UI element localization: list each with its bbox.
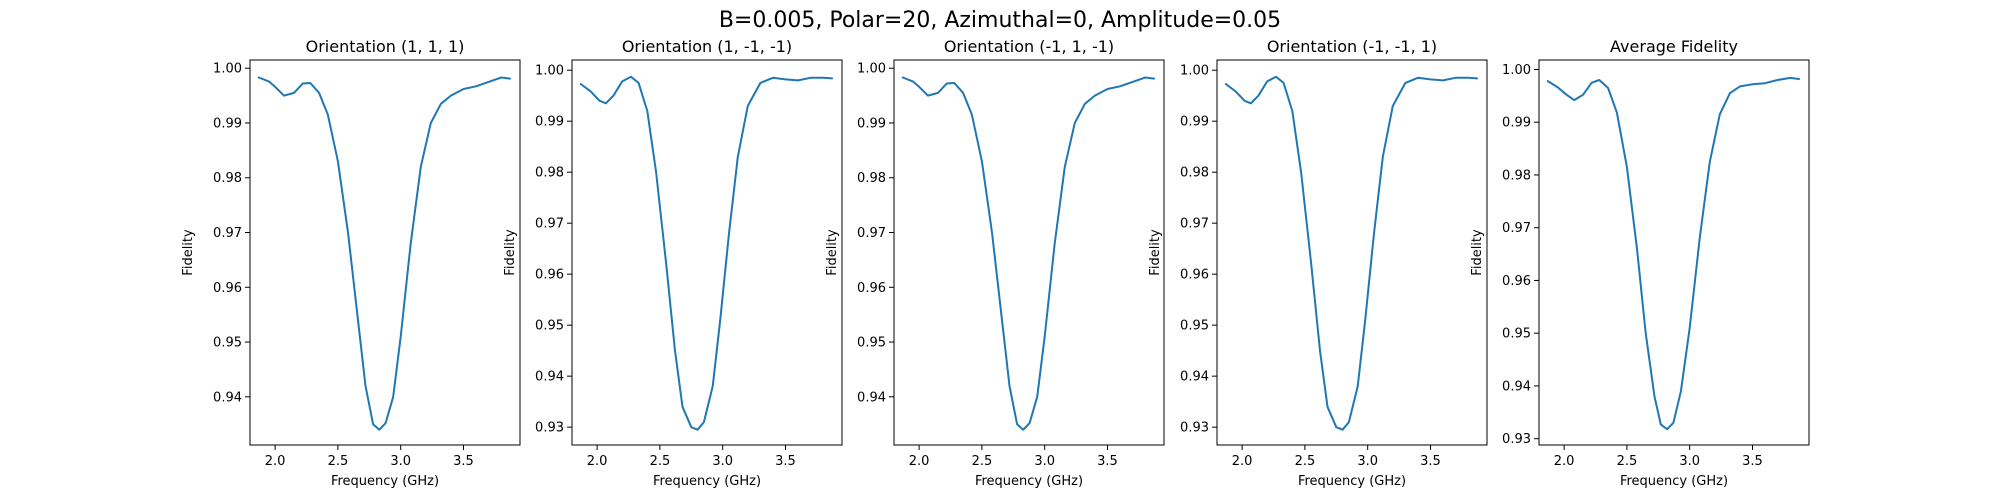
- y-tick-label: 1.00: [535, 64, 564, 79]
- chart-panel-1: Orientation (1, 1, 1) 2.0 2.5 3.0 3.5 0.94 0.9…: [181, 37, 521, 489]
- x-tick-label: 2.5: [1617, 454, 1638, 469]
- chart-panel-3: Orientation (-1, 1, -1) 2.0 2.5 3.0 3.5 0.94 0…: [825, 37, 1165, 489]
- x-axis-label: Frequency (GHz): [331, 474, 439, 489]
- y-tick-label: 0.99: [213, 116, 242, 131]
- fidelity-series-line: [579, 75, 833, 431]
- axes-frame: [893, 59, 1165, 446]
- x-tick-label: 3.0: [1034, 454, 1055, 469]
- x-tick-label: 2.0: [265, 454, 286, 469]
- x-tick-label: 3.0: [390, 454, 411, 469]
- y-tick-label: 0.98: [857, 171, 886, 186]
- y-tick-label: 0.96: [857, 281, 886, 296]
- x-tick-label: 3.5: [453, 454, 474, 469]
- x-tick-label: 2.0: [1554, 454, 1575, 469]
- x-tick-label: 3.5: [1420, 454, 1441, 469]
- x-axis-label: Frequency (GHz): [653, 474, 761, 489]
- fidelity-series-line: [1546, 76, 1800, 431]
- y-tick-label: 0.98: [213, 171, 242, 186]
- y-tick-label: 0.99: [1502, 116, 1531, 131]
- x-tick-label: 3.0: [712, 454, 733, 469]
- panel-title: Orientation (1, 1, 1): [306, 37, 465, 56]
- y-tick-label: 0.95: [857, 336, 886, 351]
- x-tick-label: 3.5: [1742, 454, 1763, 469]
- y-tick-label: 0.97: [213, 226, 242, 241]
- y-tick-label: 0.98: [535, 166, 564, 181]
- y-axis-label: Fidelity: [825, 229, 840, 276]
- axes-frame: [1216, 59, 1488, 446]
- y-axis-label: Fidelity: [1148, 229, 1163, 276]
- y-axis-label: Fidelity: [503, 229, 518, 276]
- y-tick-label: 0.94: [1180, 370, 1209, 385]
- y-tick-label: 0.96: [1502, 274, 1531, 289]
- panel-title: Orientation (-1, 1, -1): [944, 37, 1114, 56]
- y-tick-label: 0.97: [857, 226, 886, 241]
- x-axis-label: Frequency (GHz): [1298, 474, 1406, 489]
- y-tick-label: 0.95: [1502, 327, 1531, 342]
- y-tick-label: 0.97: [1502, 221, 1531, 236]
- y-tick-label: 1.00: [857, 62, 886, 77]
- y-tick-label: 0.98: [1502, 168, 1531, 183]
- y-tick-label: 0.97: [535, 217, 564, 232]
- x-axis-label: Frequency (GHz): [1620, 474, 1728, 489]
- x-axis-label: Frequency (GHz): [975, 474, 1083, 489]
- fidelity-series-line: [1224, 75, 1478, 431]
- x-tick-label: 3.5: [775, 454, 796, 469]
- chart-panel-5: Average Fidelity 2.0 2.5 3.0 3.5 0.93 0.94 0.95…: [1470, 37, 1810, 489]
- y-axis-label: Fidelity: [181, 229, 196, 276]
- y-tick-label: 0.96: [213, 281, 242, 296]
- x-tick-label: 2.5: [972, 454, 993, 469]
- y-tick-label: 0.95: [1180, 319, 1209, 334]
- y-tick-label: 1.00: [1180, 64, 1209, 79]
- x-tick-label: 2.0: [909, 454, 930, 469]
- y-tick-label: 1.00: [1502, 63, 1531, 78]
- panel-title: Orientation (1, -1, -1): [622, 37, 792, 56]
- panel-title: Average Fidelity: [1610, 37, 1738, 56]
- fidelity-series-line: [257, 76, 511, 431]
- y-tick-label: 0.93: [535, 421, 564, 436]
- y-tick-label: 0.96: [1180, 268, 1209, 283]
- fidelity-series-line: [901, 76, 1155, 431]
- y-tick-label: 0.93: [1502, 432, 1531, 447]
- y-tick-label: 1.00: [213, 62, 242, 77]
- y-tick-label: 0.94: [1502, 379, 1531, 394]
- y-tick-label: 0.94: [857, 390, 886, 405]
- x-tick-label: 3.0: [1679, 454, 1700, 469]
- y-tick-label: 0.99: [1180, 115, 1209, 130]
- y-tick-label: 0.93: [1180, 421, 1209, 436]
- chart-panel-2: Orientation (1, -1, -1) 2.0 2.5 3.0 3.5 0.93 0…: [503, 37, 843, 489]
- y-tick-label: 0.97: [1180, 217, 1209, 232]
- y-tick-label: 0.95: [535, 319, 564, 334]
- axes-frame: [249, 59, 521, 446]
- x-tick-label: 3.0: [1357, 454, 1378, 469]
- x-tick-label: 2.0: [587, 454, 608, 469]
- y-tick-label: 0.98: [1180, 166, 1209, 181]
- y-tick-label: 0.94: [213, 390, 242, 405]
- y-tick-label: 0.99: [857, 116, 886, 131]
- y-tick-label: 0.96: [535, 268, 564, 283]
- y-tick-label: 0.99: [535, 115, 564, 130]
- figure-suptitle: B=0.005, Polar=20, Azimuthal=0, Amplitud…: [719, 8, 1281, 33]
- axes-frame: [1538, 59, 1810, 446]
- y-axis-label: Fidelity: [1470, 229, 1485, 276]
- chart-panel-4: Orientation (-1, -1, 1) 2.0 2.5 3.0 3.5 0.93 0…: [1148, 37, 1488, 489]
- x-tick-label: 3.5: [1097, 454, 1118, 469]
- x-tick-label: 2.0: [1232, 454, 1253, 469]
- axes-frame: [571, 59, 843, 446]
- y-tick-label: 0.95: [213, 336, 242, 351]
- x-tick-label: 2.5: [328, 454, 349, 469]
- x-tick-label: 2.5: [1295, 454, 1316, 469]
- y-tick-label: 0.94: [535, 370, 564, 385]
- panel-title: Orientation (-1, -1, 1): [1267, 37, 1437, 56]
- x-tick-label: 2.5: [650, 454, 671, 469]
